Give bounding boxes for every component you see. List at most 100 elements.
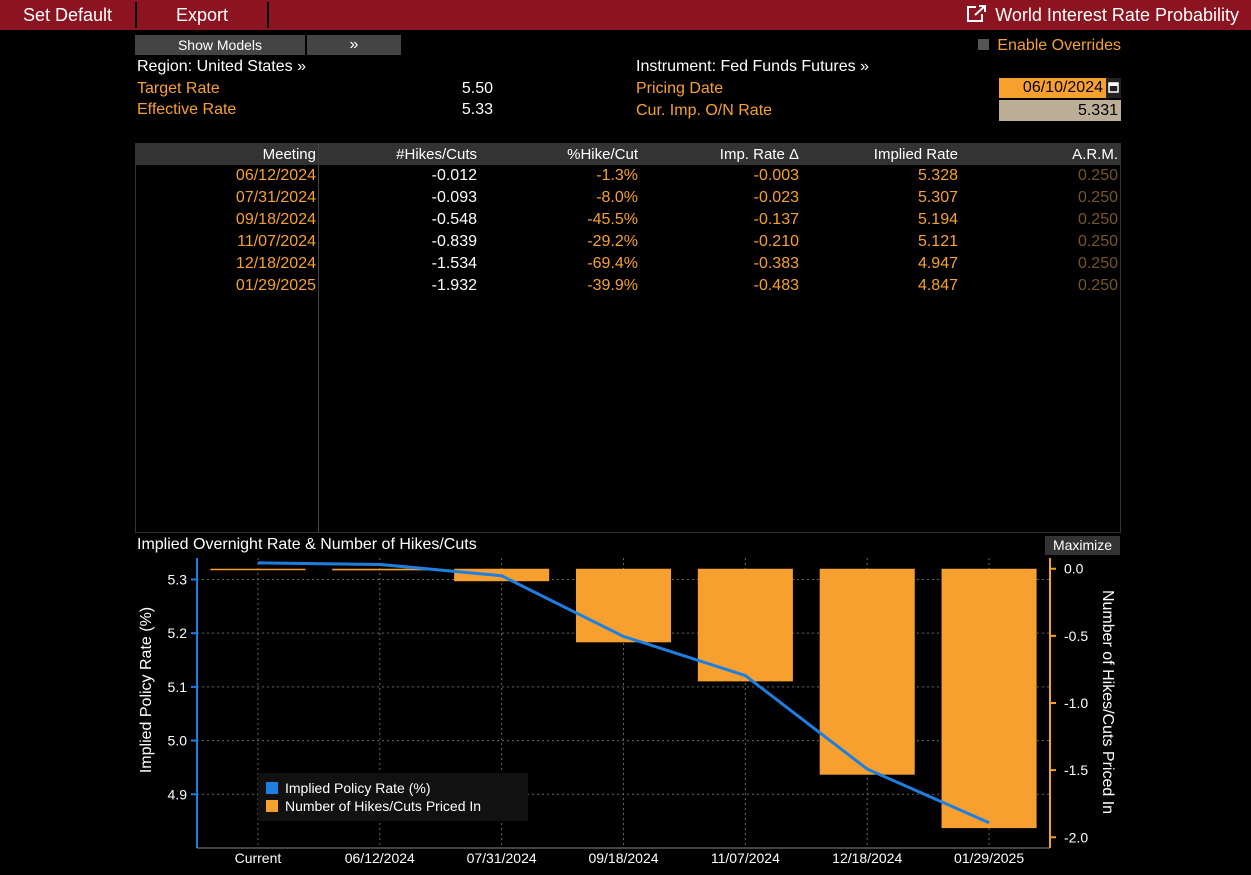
pricing-date-input[interactable]: 06/10/2024	[999, 78, 1106, 98]
table-row[interactable]: 09/18/2024 -0.548 -45.5% -0.137 5.194 0.…	[136, 209, 1120, 231]
window-title: World Interest Rate Probability	[967, 2, 1239, 28]
cell-implied: 4.847	[917, 277, 958, 294]
legend-label-rate: Implied Policy Rate (%)	[285, 780, 431, 796]
cell-pct: -29.2%	[587, 233, 638, 250]
y-tick-label-left: 5.0	[168, 733, 188, 749]
show-models-button[interactable]: Show Models	[135, 35, 305, 55]
chart-line	[257, 561, 990, 825]
cell-delta: -0.483	[753, 277, 799, 294]
cell-meeting: 01/29/2025	[235, 277, 316, 294]
calendar-icon[interactable]	[1106, 78, 1121, 98]
y2-axis-label: Number of Hikes/Cuts Priced In	[1099, 590, 1116, 814]
enable-overrides-toggle[interactable]: Enable Overrides	[978, 37, 1121, 55]
cell-delta: -0.210	[753, 233, 799, 250]
chart-title: Implied Overnight Rate & Number of Hikes…	[137, 536, 477, 553]
table-row[interactable]: 06/12/2024 -0.012 -1.3% -0.003 5.328 0.2…	[136, 165, 1120, 187]
y-tick-label-right: -0.5	[1064, 628, 1088, 644]
col-arm[interactable]: A.R.M.	[1072, 146, 1118, 163]
table-row[interactable]: 12/18/2024 -1.534 -69.4% -0.383 4.947 0.…	[136, 253, 1120, 275]
top-toolbar: Set Default Export World Interest Rate P…	[0, 0, 1251, 30]
cell-hikes: -0.012	[431, 167, 477, 184]
enable-overrides-label: Enable Overrides	[997, 37, 1121, 54]
x-tick-label: Current	[235, 850, 282, 866]
expand-models-button[interactable]: »	[307, 35, 401, 55]
cell-arm: 0.250	[1077, 233, 1118, 250]
cell-implied: 5.328	[917, 167, 958, 184]
bar-hikes-cuts	[454, 568, 550, 582]
col-pct[interactable]: %Hike/Cut	[567, 146, 638, 163]
cell-arm: 0.250	[1077, 167, 1118, 184]
instrument-selector[interactable]: Instrument: Fed Funds Futures »	[636, 58, 869, 75]
cell-meeting: 09/18/2024	[235, 211, 316, 228]
table-row[interactable]: 01/29/2025 -1.932 -39.9% -0.483 4.847 0.…	[136, 275, 1120, 297]
y-tick-label-left: 4.9	[168, 786, 188, 802]
bar-hikes-cuts	[697, 568, 793, 682]
cell-pct: -45.5%	[587, 211, 638, 228]
cell-arm: 0.250	[1077, 211, 1118, 228]
cell-hikes: -1.534	[431, 255, 477, 272]
cell-hikes: -0.093	[431, 189, 477, 206]
cell-implied: 5.121	[917, 233, 958, 250]
table-header: Meeting #Hikes/Cuts %Hike/Cut Imp. Rate …	[136, 144, 1120, 165]
bar-hikes-cuts	[819, 568, 915, 775]
set-default-button[interactable]: Set Default	[0, 2, 137, 28]
cell-implied: 5.194	[917, 211, 958, 228]
legend-box	[258, 773, 528, 821]
legend-swatch-hikes	[266, 800, 278, 812]
meetings-table: Meeting #Hikes/Cuts %Hike/Cut Imp. Rate …	[135, 143, 1121, 533]
cell-hikes: -0.839	[431, 233, 477, 250]
y-tick-label-right: -1.5	[1064, 762, 1088, 778]
cell-pct: -1.3%	[596, 167, 638, 184]
x-tick-label: 07/31/2024	[467, 850, 537, 866]
bar-hikes-cuts	[941, 568, 1037, 829]
cell-delta: -0.023	[753, 189, 799, 206]
region-selector[interactable]: Region: United States »	[137, 58, 306, 75]
table-row[interactable]: 11/07/2024 -0.839 -29.2% -0.210 5.121 0.…	[136, 231, 1120, 253]
chart-legend: Implied Policy Rate (%) Number of Hikes/…	[258, 773, 528, 821]
col-hikes[interactable]: #Hikes/Cuts	[396, 146, 477, 163]
cell-hikes: -0.548	[431, 211, 477, 228]
col-delta[interactable]: Imp. Rate Δ	[719, 146, 799, 163]
cell-hikes: -1.932	[431, 277, 477, 294]
cell-meeting: 07/31/2024	[235, 189, 316, 206]
external-link-icon[interactable]	[967, 5, 988, 23]
checkbox-icon[interactable]	[978, 39, 990, 50]
cur-imp-rate-label: Cur. Imp. O/N Rate	[636, 102, 773, 119]
x-tick-label: 09/18/2024	[588, 850, 658, 866]
cell-meeting: 12/18/2024	[235, 255, 316, 272]
chart-bars	[210, 568, 1037, 829]
line-implied-rate	[257, 561, 990, 825]
maximize-button[interactable]: Maximize	[1045, 536, 1120, 555]
legend-swatch-rate	[266, 782, 278, 794]
col-meeting[interactable]: Meeting	[262, 146, 316, 163]
cell-implied: 5.307	[917, 189, 958, 206]
x-tick-label: 12/18/2024	[832, 850, 902, 866]
y-tick-label-left: 5.2	[168, 625, 188, 641]
legend-label-hikes: Number of Hikes/Cuts Priced In	[285, 798, 481, 814]
window-title-text: World Interest Rate Probability	[995, 5, 1239, 25]
y-axis-label: Implied Policy Rate (%)	[138, 607, 155, 773]
cur-imp-rate-field[interactable]: 5.331	[999, 100, 1121, 121]
cell-meeting: 11/07/2024	[237, 233, 316, 250]
cell-delta: -0.137	[753, 211, 799, 228]
export-button[interactable]: Export	[137, 2, 269, 28]
cell-pct: -8.0%	[596, 189, 638, 206]
table-row[interactable]: 07/31/2024 -0.093 -8.0% -0.023 5.307 0.2…	[136, 187, 1120, 209]
y-tick-label-right: -1.0	[1064, 695, 1088, 711]
effective-rate-label: Effective Rate	[137, 101, 237, 118]
cell-delta: -0.003	[753, 167, 799, 184]
x-tick-label: 01/29/2025	[954, 850, 1024, 866]
y-tick-label-left: 5.1	[168, 679, 188, 695]
x-tick-label: 11/07/2024	[711, 850, 780, 866]
y-tick-label-left: 5.3	[168, 571, 188, 587]
column-divider	[318, 144, 319, 532]
y-tick-label-right: 0.0	[1064, 561, 1084, 577]
cell-meeting: 06/12/2024	[235, 167, 316, 184]
bar-hikes-cuts	[575, 568, 672, 643]
chart-axes: 5.3 5.2 5.1 5.0 4.9 0.0 -0.5 -1.0 -1.5 -2.0 Curren…	[168, 558, 1088, 866]
cell-delta: -0.383	[753, 255, 799, 272]
cell-arm: 0.250	[1077, 277, 1118, 294]
pricing-date-label: Pricing Date	[636, 80, 724, 97]
col-implied[interactable]: Implied Rate	[873, 146, 958, 163]
effective-rate-value: 5.33	[461, 101, 493, 118]
